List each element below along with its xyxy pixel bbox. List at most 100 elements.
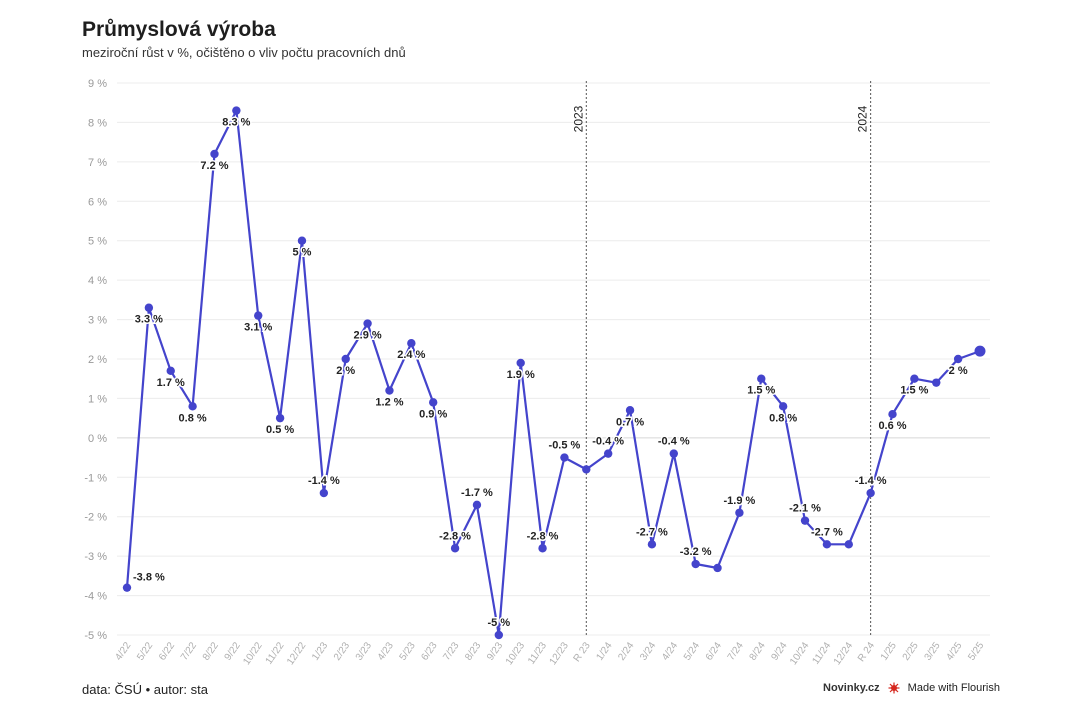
x-tick-label: 3/24	[638, 640, 658, 663]
y-tick-label: 2 %	[88, 354, 107, 366]
data-point[interactable]	[778, 402, 788, 411]
data-point[interactable]	[713, 563, 722, 573]
data-point[interactable]	[297, 236, 307, 245]
data-point[interactable]	[932, 378, 941, 387]
data-point[interactable]	[188, 402, 197, 411]
data-label: -1.4 %	[855, 475, 887, 487]
data-point[interactable]	[822, 540, 832, 549]
x-tick-label: 5/24	[682, 640, 702, 663]
data-label: 3.3 %	[135, 314, 163, 326]
data-point[interactable]	[560, 453, 569, 462]
data-point[interactable]	[429, 398, 438, 407]
x-tick-label: R 24	[856, 640, 877, 664]
data-point[interactable]	[275, 413, 285, 423]
x-tick-label: 5/23	[398, 640, 418, 663]
data-label: 0.8 %	[179, 412, 207, 424]
data-label: 2 %	[336, 365, 355, 377]
data-point[interactable]	[647, 540, 657, 549]
y-tick-label: -4 %	[84, 591, 107, 603]
data-point[interactable]	[341, 354, 350, 364]
chart-subtitle: meziroční růst v %, očištěno o vliv počt…	[82, 45, 406, 60]
data-point[interactable]	[407, 339, 416, 348]
data-label: 1.2 %	[375, 397, 403, 409]
data-point[interactable]	[516, 358, 525, 368]
data-point[interactable]	[166, 366, 175, 376]
x-tick-label: 4/22	[113, 640, 133, 663]
data-point[interactable]	[691, 559, 700, 569]
y-tick-label: 3 %	[88, 315, 107, 327]
y-tick-label: 0 %	[88, 433, 107, 445]
data-point[interactable]	[625, 406, 635, 415]
x-tick-label: 2/23	[332, 640, 352, 663]
data-point[interactable]	[844, 540, 853, 549]
data-label: -2.8 %	[439, 530, 471, 542]
x-tick-label: 4/25	[944, 640, 964, 663]
x-tick-label: 11/23	[526, 640, 549, 667]
y-tick-label: 1 %	[88, 393, 107, 405]
data-point[interactable]	[953, 354, 963, 364]
data-label: 3.1 %	[244, 322, 272, 334]
data-point[interactable]	[669, 449, 678, 458]
x-tick-label: 12/23	[548, 640, 572, 667]
made-with-flourish-link[interactable]: Made with Flourish	[907, 682, 1000, 694]
year-annotations: 2023 2024	[571, 81, 872, 635]
x-tick-label: 5/22	[135, 640, 155, 663]
data-point[interactable]	[974, 345, 986, 357]
data-point[interactable]	[494, 630, 504, 640]
y-tick-label: -2 %	[84, 512, 107, 524]
data-label: 2.9 %	[354, 330, 382, 342]
x-tick-label: 12/24	[832, 640, 856, 667]
y-tick-label: 8 %	[88, 117, 107, 129]
data-label: -0.4 %	[592, 436, 624, 448]
grid-lines	[117, 82, 990, 636]
series-line	[125, 109, 981, 637]
y-axis: -5 % -4 % -3 % -2 % -1 % 0 % 1 % 2 % 3 % 4 % 5 % 6 …	[84, 78, 107, 642]
data-label: -2.1 %	[789, 503, 821, 515]
data-point[interactable]	[866, 488, 875, 498]
x-tick-label: 4/23	[376, 640, 396, 663]
data-point[interactable]	[800, 516, 810, 525]
brand-logo[interactable]: Novinky.cz	[823, 682, 880, 694]
x-tick-label: 3/23	[354, 640, 374, 663]
x-tick-label: 6/22	[157, 640, 177, 663]
data-point[interactable]	[210, 149, 219, 159]
data-point[interactable]	[538, 544, 547, 553]
x-tick-label: 10/24	[788, 640, 812, 667]
data-label: -1.7 %	[461, 487, 493, 499]
data-point[interactable]	[888, 410, 897, 419]
data-point[interactable]	[910, 374, 919, 383]
data-label: -2.7 %	[811, 526, 843, 538]
x-tick-label: 9/23	[485, 640, 505, 663]
data-point[interactable]	[144, 303, 154, 312]
data-label: 0.5 %	[266, 424, 294, 436]
data-point[interactable]	[472, 500, 482, 510]
data-point[interactable]	[385, 386, 394, 395]
data-label: -2.7 %	[636, 526, 668, 538]
data-label: -0.5 %	[549, 440, 581, 452]
data-point[interactable]	[363, 319, 372, 328]
y-tick-label: 4 %	[88, 275, 107, 287]
data-label: 1.7 %	[157, 377, 185, 389]
data-point[interactable]	[122, 583, 132, 592]
year-marker-label: 2024	[856, 105, 870, 132]
y-tick-label: 9 %	[88, 78, 107, 90]
data-label: 2.4 %	[397, 349, 425, 361]
data-point[interactable]	[232, 106, 241, 115]
y-tick-label: -5 %	[84, 630, 107, 642]
data-label: 1.5 %	[900, 385, 928, 397]
data-point[interactable]	[319, 488, 329, 498]
data-label: 0.6 %	[878, 420, 906, 432]
data-point[interactable]	[603, 449, 613, 458]
data-point[interactable]	[735, 508, 744, 517]
data-point[interactable]	[757, 374, 766, 383]
x-tick-label: 7/23	[441, 640, 461, 663]
data-label: -2.8 %	[527, 530, 559, 542]
x-tick-label: 10/23	[504, 640, 528, 667]
data-point[interactable]	[254, 311, 263, 320]
x-tick-label: 11/24	[810, 640, 833, 667]
x-tick-label: 8/24	[748, 640, 768, 663]
data-label: -5 %	[488, 617, 511, 629]
data-point[interactable]	[582, 465, 591, 474]
x-tick-label: 10/22	[241, 640, 265, 667]
data-point[interactable]	[450, 544, 460, 553]
